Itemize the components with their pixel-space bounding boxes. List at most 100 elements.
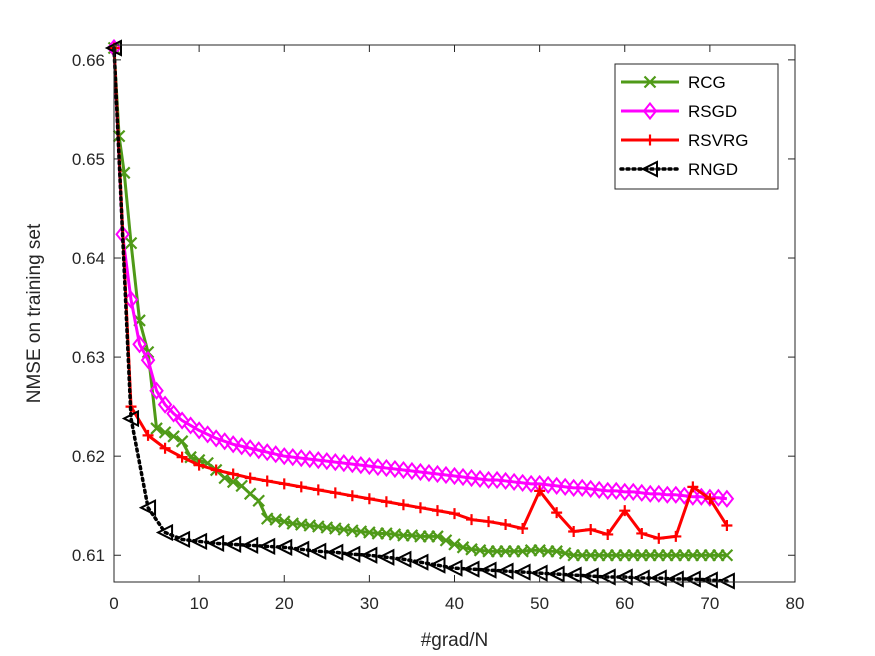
data-point-rsvrg bbox=[551, 507, 563, 519]
data-point-rsvrg bbox=[227, 468, 239, 480]
data-point-rsgd bbox=[455, 467, 471, 487]
data-point-rngd bbox=[240, 536, 259, 554]
data-point-rsgd bbox=[157, 395, 173, 414]
data-point-rngd bbox=[496, 562, 514, 580]
data-point-rcg bbox=[252, 494, 265, 508]
data-point-rsvrg bbox=[397, 499, 409, 511]
data-point-rngd bbox=[581, 567, 599, 585]
data-point-rsvrg bbox=[380, 496, 392, 508]
legend-label-rsgd: RSGD bbox=[688, 102, 737, 121]
data-point-rsgd bbox=[651, 484, 667, 503]
data-point-rsvrg bbox=[449, 508, 460, 520]
data-point-rsgd bbox=[464, 468, 479, 488]
data-point-rsvrg bbox=[534, 485, 546, 497]
data-point-rsgd bbox=[191, 421, 207, 440]
data-point-rsvrg bbox=[431, 505, 443, 517]
data-point-rsgd bbox=[268, 445, 284, 464]
data-point-rcg bbox=[226, 475, 240, 489]
data-point-rngd bbox=[155, 523, 174, 542]
data-point-rsgd bbox=[711, 488, 726, 507]
data-point-rsvrg bbox=[193, 459, 205, 471]
data-point-rsvrg bbox=[312, 484, 324, 496]
series-rcg bbox=[107, 41, 734, 562]
legend-item-rngd: RNGD bbox=[619, 160, 738, 179]
series-line-rsgd bbox=[112, 47, 728, 501]
x-axis-ticks: 0 10 20 30 40 50 60 70 80 bbox=[109, 45, 804, 613]
data-point-rsgd bbox=[174, 411, 190, 430]
data-point-rngd bbox=[360, 546, 378, 564]
data-point-rsgd bbox=[447, 466, 462, 486]
data-point-rcg bbox=[243, 487, 257, 501]
legend-marker-rsgd bbox=[642, 101, 658, 121]
data-point-rngd bbox=[394, 550, 412, 568]
legend-marker-rcg bbox=[643, 75, 657, 89]
data-point-rsvrg bbox=[704, 493, 716, 505]
data-point-rsgd bbox=[183, 416, 198, 435]
data-point-rsvrg bbox=[414, 502, 426, 514]
data-point-rcg bbox=[439, 534, 453, 547]
data-point-rsvrg bbox=[500, 519, 512, 531]
data-point-rsgd bbox=[166, 404, 181, 423]
data-point-rsgd bbox=[625, 482, 641, 501]
data-point-rsgd bbox=[634, 483, 650, 502]
x-tick-label: 10 bbox=[190, 594, 209, 613]
x-tick-label: 70 bbox=[700, 594, 719, 613]
data-point-rngd bbox=[479, 561, 497, 579]
data-point-rsgd bbox=[259, 443, 275, 462]
data-point-rcg bbox=[158, 426, 172, 439]
data-point-rngd bbox=[513, 563, 531, 581]
data-point-rcg bbox=[448, 538, 461, 551]
data-point-rsgd bbox=[200, 425, 215, 444]
y-tick-label: 0.61 bbox=[72, 546, 105, 565]
data-point-rsgd bbox=[362, 456, 377, 476]
series-rsvrg bbox=[108, 42, 733, 544]
data-point-rsgd bbox=[421, 463, 437, 483]
data-point-rsgd bbox=[549, 476, 564, 495]
data-point-rsgd bbox=[557, 477, 573, 496]
data-point-rsvrg bbox=[670, 530, 682, 542]
y-tick-label: 0.64 bbox=[72, 249, 105, 268]
data-point-rngd bbox=[411, 553, 429, 571]
data-point-rsvrg bbox=[602, 528, 614, 540]
legend: RCG RSGD RSVRG RNGD bbox=[614, 63, 779, 190]
data-point-rsgd bbox=[328, 453, 343, 472]
data-point-rsgd bbox=[302, 450, 318, 469]
data-point-rsvrg bbox=[278, 478, 290, 490]
data-point-rsgd bbox=[285, 448, 301, 467]
data-point-rngd bbox=[257, 537, 276, 555]
data-point-rngd bbox=[462, 560, 480, 578]
data-point-rsvrg bbox=[466, 514, 478, 526]
data-point-rcg bbox=[431, 530, 444, 543]
legend-label-rngd: RNGD bbox=[688, 160, 738, 179]
legend-marker-rngd bbox=[640, 160, 658, 178]
legend-label-rcg: RCG bbox=[688, 73, 726, 92]
data-point-rsvrg bbox=[261, 475, 273, 487]
data-point-rcg bbox=[175, 435, 189, 448]
data-point-rsgd bbox=[472, 469, 488, 489]
data-point-rsvrg bbox=[176, 451, 188, 463]
data-point-rngd bbox=[717, 572, 735, 590]
data-point-rsgd bbox=[591, 480, 607, 499]
data-point-rcg bbox=[167, 430, 180, 443]
data-point-rsvrg bbox=[653, 532, 665, 544]
data-point-rsgd bbox=[498, 471, 513, 491]
data-point-rsgd bbox=[132, 335, 147, 354]
data-point-rsgd bbox=[404, 461, 420, 481]
data-point-rsgd bbox=[251, 441, 266, 460]
data-point-rsvrg bbox=[517, 522, 529, 534]
data-point-rngd bbox=[683, 570, 701, 588]
data-point-rsvrg bbox=[329, 487, 341, 499]
data-point-rsvrg bbox=[721, 520, 733, 532]
data-point-rsgd bbox=[242, 439, 258, 458]
legend-marker-rsvrg bbox=[644, 134, 656, 146]
y-tick-label: 0.66 bbox=[72, 51, 105, 70]
data-point-rsvrg bbox=[142, 429, 154, 441]
data-point-rngd bbox=[564, 566, 582, 584]
data-point-rsgd bbox=[574, 478, 590, 497]
data-point-rngd bbox=[275, 538, 293, 556]
data-point-rsgd bbox=[396, 460, 411, 480]
legend-item-rcg: RCG bbox=[621, 73, 726, 92]
data-point-rsvrg bbox=[636, 527, 648, 539]
data-point-rsvrg bbox=[244, 472, 256, 484]
x-tick-label: 0 bbox=[109, 594, 118, 613]
